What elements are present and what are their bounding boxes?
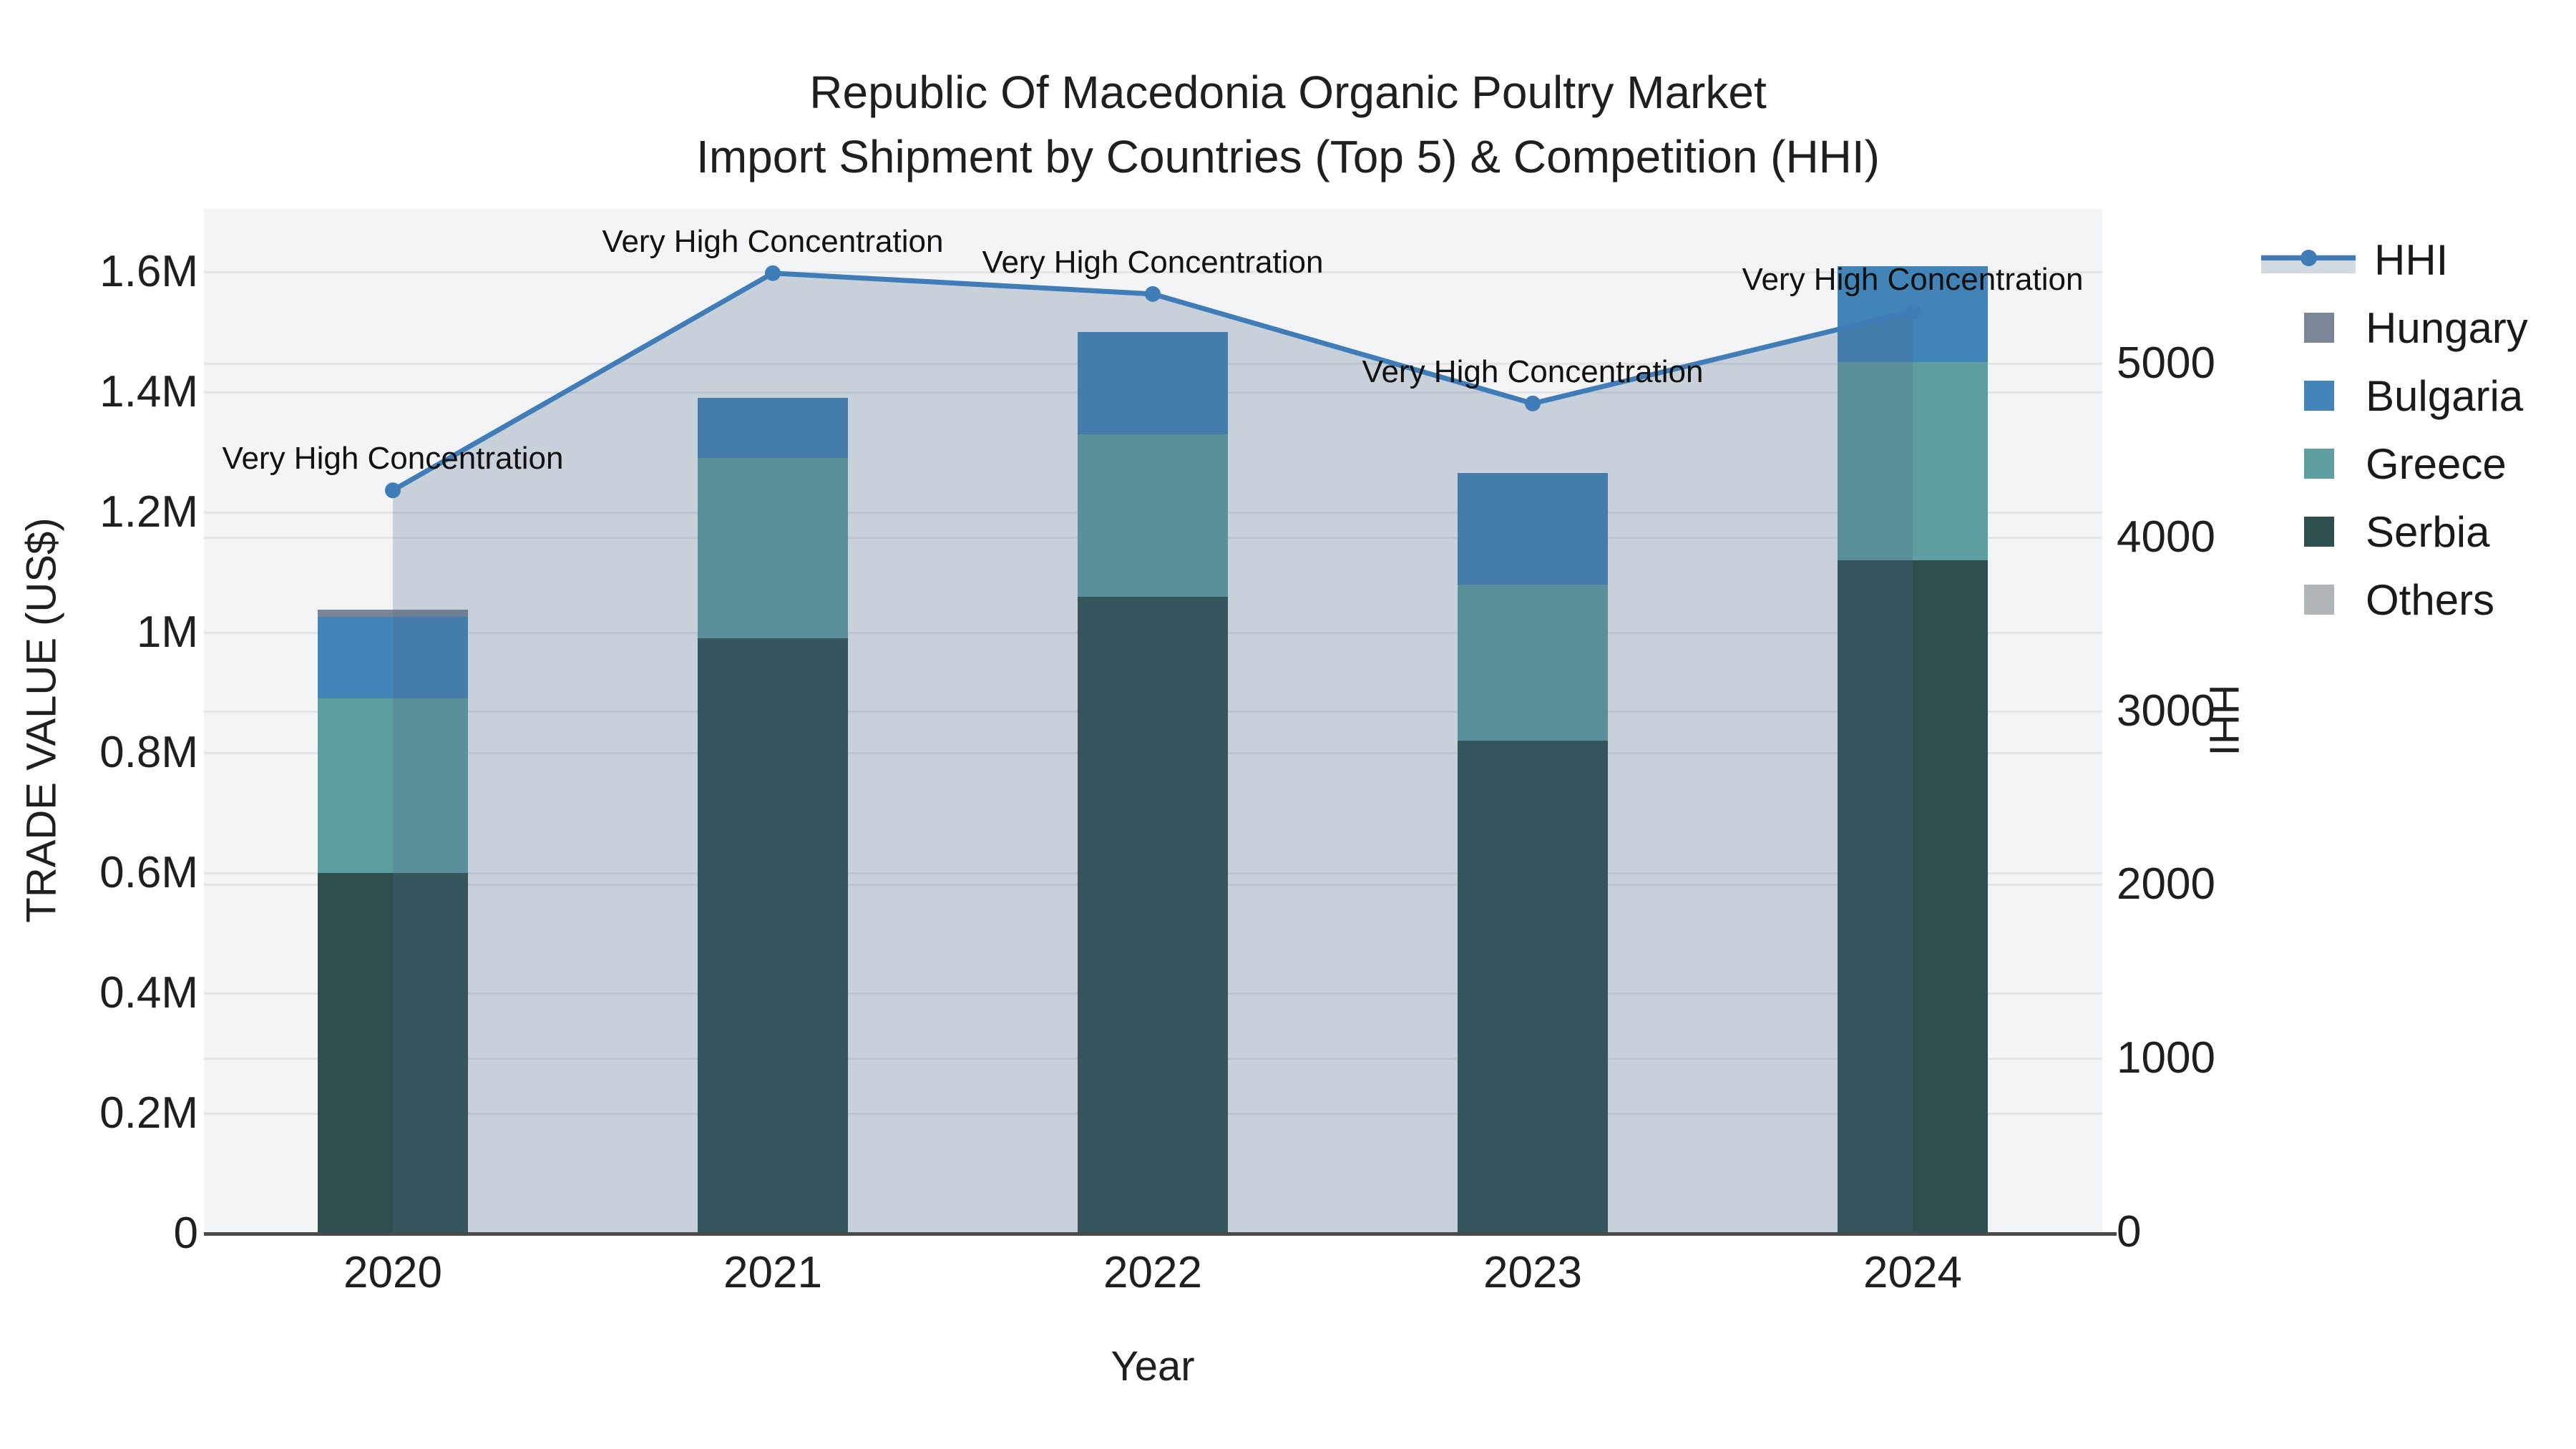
hhi-marker-2020[interactable] <box>385 482 401 499</box>
bar-segment-bulgaria-2020[interactable] <box>318 617 468 699</box>
chart-title: Republic Of Macedonia Organic Poultry Ma… <box>0 60 2576 189</box>
bar-segment-greece-2023[interactable] <box>1458 584 1608 741</box>
legend-swatch-greece <box>2304 449 2334 479</box>
y-right-tick-2000: 2000 <box>2117 859 2215 909</box>
legend-swatch-others <box>2304 585 2334 615</box>
legend-swatch-bulgaria <box>2304 381 2334 411</box>
annotation-2021: Very High Concentration <box>602 223 944 259</box>
y-right-tick-0: 0 <box>2117 1207 2142 1257</box>
y-right-tick-5000: 5000 <box>2117 338 2215 388</box>
x-tick-2024: 2024 <box>1863 1248 1962 1297</box>
bar-segment-greece-2021[interactable] <box>698 458 848 639</box>
legend-swatch-hungary <box>2304 313 2334 343</box>
y-left-tick-0.4M: 0.4M <box>99 968 198 1018</box>
x-tick-2022: 2022 <box>1103 1248 1202 1297</box>
legend-item-greece[interactable]: Greece <box>2261 439 2507 488</box>
legend-item-hhi[interactable]: HHI <box>2261 235 2449 284</box>
legend-item-serbia[interactable]: Serbia <box>2261 507 2490 556</box>
y-left-tick-1.6M: 1.6M <box>99 247 198 296</box>
x-tick-2023: 2023 <box>1483 1248 1582 1297</box>
bar-segment-serbia-2023[interactable] <box>1458 741 1608 1234</box>
bar-segment-greece-2024[interactable] <box>1838 362 1988 561</box>
bar-segment-serbia-2022[interactable] <box>1078 596 1228 1234</box>
bar-segment-greece-2022[interactable] <box>1078 434 1228 597</box>
hhi-legend-sample <box>2261 244 2356 275</box>
y-left-tick-0.2M: 0.2M <box>99 1088 198 1138</box>
legend-item-others[interactable]: Others <box>2261 575 2495 624</box>
bar-segment-hungary-2020[interactable] <box>318 610 468 618</box>
x-tick-2020: 2020 <box>343 1248 442 1297</box>
legend-label-serbia: Serbia <box>2366 507 2490 556</box>
annotation-2023: Very High Concentration <box>1362 353 1704 389</box>
y-left-tick-1.2M: 1.2M <box>99 487 198 537</box>
y-left-tick-0.6M: 0.6M <box>99 848 198 897</box>
legend-label-bulgaria: Bulgaria <box>2366 371 2524 420</box>
y-left-tick-0.8M: 0.8M <box>99 728 198 777</box>
legend-item-bulgaria[interactable]: Bulgaria <box>2261 371 2524 420</box>
hhi-marker-2023[interactable] <box>1525 395 1541 411</box>
bar-segment-greece-2020[interactable] <box>318 698 468 873</box>
y-right-tick-1000: 1000 <box>2117 1033 2215 1083</box>
legend-label-hhi: HHI <box>2374 235 2449 284</box>
legend-label-greece: Greece <box>2366 439 2507 488</box>
y-right-tick-3000: 3000 <box>2117 686 2215 736</box>
y-left-tick-1M: 1M <box>136 608 198 657</box>
legend-label-others: Others <box>2366 575 2495 624</box>
hhi-marker-2024[interactable] <box>1905 303 1921 320</box>
hhi-marker-2021[interactable] <box>765 265 781 281</box>
x-tick-2021: 2021 <box>723 1248 822 1297</box>
annotation-2022: Very High Concentration <box>982 244 1324 280</box>
chart-title-line2: Import Shipment by Countries (Top 5) & C… <box>696 131 1880 182</box>
chart-title-line1: Republic Of Macedonia Organic Poultry Ma… <box>809 67 1767 118</box>
bar-segment-serbia-2024[interactable] <box>1838 560 1988 1234</box>
hhi-legend-marker-dot <box>2301 250 2317 266</box>
annotation-2020: Very High Concentration <box>222 441 564 477</box>
legend-item-hungary[interactable]: Hungary <box>2261 303 2528 352</box>
bar-segment-serbia-2021[interactable] <box>698 638 848 1234</box>
y-left-tick-0: 0 <box>173 1209 198 1258</box>
hhi-marker-2022[interactable] <box>1145 286 1161 302</box>
legend-label-hungary: Hungary <box>2366 303 2528 352</box>
x-axis-line <box>204 1232 2117 1236</box>
bar-segment-serbia-2020[interactable] <box>318 873 468 1234</box>
legend-swatch-serbia <box>2304 517 2334 547</box>
y-axis-right-title: HHI <box>2200 684 2248 756</box>
x-axis-title: Year <box>1111 1343 1195 1390</box>
annotation-2024: Very High Concentration <box>1742 262 2084 298</box>
y-axis-left-title: TRADE VALUE (US$) <box>18 517 65 923</box>
y-right-tick-4000: 4000 <box>2117 512 2215 562</box>
y-left-tick-1.4M: 1.4M <box>99 367 198 416</box>
bar-segment-bulgaria-2023[interactable] <box>1458 473 1608 585</box>
